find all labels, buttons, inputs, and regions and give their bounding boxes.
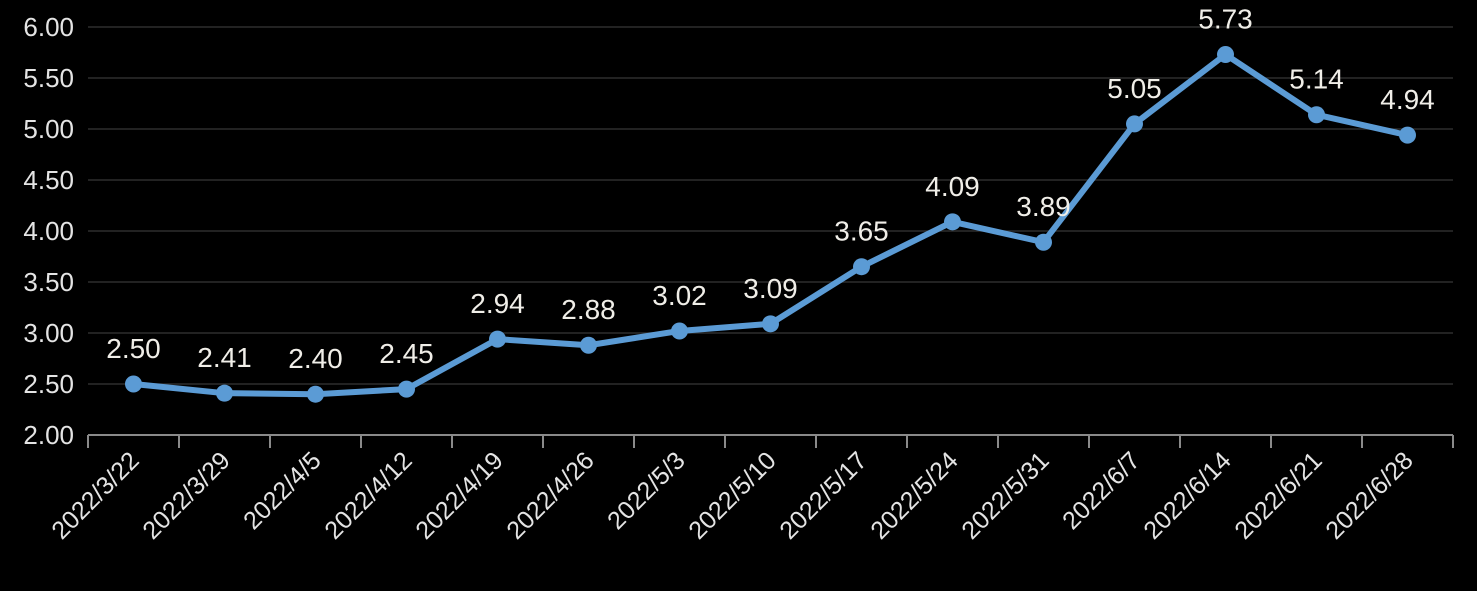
data-point-marker — [671, 322, 688, 340]
y-axis-labels-group: 2.00 2.50 3.00 3.50 4.00 4.50 5.00 5.50 6.00 — [23, 12, 74, 450]
data-point-marker — [1399, 126, 1416, 144]
data-point-marker — [580, 336, 597, 354]
data-point-label: 2.88 — [561, 294, 616, 325]
x-tick-label: 2022/5/31 — [956, 446, 1054, 544]
x-tick-label: 2022/4/5 — [238, 446, 327, 535]
data-point-label: 3.09 — [743, 273, 798, 304]
markers-group — [125, 46, 1416, 403]
data-point-marker — [944, 213, 961, 231]
x-tick-label: 2022/5/24 — [865, 446, 964, 545]
y-tick-label: 4.50 — [23, 165, 74, 195]
x-axis-group — [87, 434, 1454, 448]
data-point-marker — [216, 384, 233, 402]
data-point-label: 3.65 — [834, 216, 889, 247]
x-tick-label: 2022/6/21 — [1229, 446, 1327, 544]
data-point-marker — [1308, 106, 1325, 124]
x-tick-label: 2022/6/28 — [1320, 446, 1418, 544]
x-tick-label: 2022/5/17 — [774, 446, 872, 544]
data-point-label: 4.09 — [925, 171, 980, 202]
x-tick-label: 2022/5/3 — [602, 446, 691, 535]
data-point-label: 4.94 — [1380, 84, 1435, 115]
x-tick-label: 2022/4/12 — [319, 446, 417, 544]
data-point-label: 3.02 — [652, 280, 707, 311]
data-point-label: 5.14 — [1289, 64, 1344, 95]
data-point-label: 5.73 — [1198, 4, 1253, 35]
x-tick-label: 2022/5/10 — [683, 446, 781, 544]
y-tick-label: 2.50 — [23, 369, 74, 399]
x-tick-label: 2022/4/19 — [410, 446, 508, 544]
y-tick-label: 2.00 — [23, 420, 74, 450]
data-point-marker — [1217, 46, 1234, 64]
data-point-label: 2.45 — [379, 338, 434, 369]
gridlines-group — [88, 26, 1453, 385]
data-point-label: 2.50 — [106, 333, 161, 364]
y-tick-label: 3.50 — [23, 267, 74, 297]
data-point-label: 5.05 — [1107, 73, 1162, 104]
data-point-marker — [489, 330, 506, 348]
y-tick-label: 3.00 — [23, 318, 74, 348]
data-point-marker — [125, 375, 142, 393]
data-point-label: 3.89 — [1016, 191, 1071, 222]
data-point-marker — [1126, 115, 1143, 133]
y-tick-label: 4.00 — [23, 216, 74, 246]
y-tick-label: 5.00 — [23, 114, 74, 144]
x-tick-label: 2022/6/7 — [1057, 446, 1146, 535]
x-tick-label: 2022/3/22 — [46, 446, 144, 544]
y-tick-label: 5.50 — [23, 63, 74, 93]
data-labels-group: 2.50 2.41 2.40 2.45 2.94 2.88 3.02 3.09 3.65 4.09… — [106, 4, 1435, 375]
data-point-label: 2.40 — [288, 343, 343, 374]
data-point-marker — [307, 385, 324, 403]
y-tick-label: 6.00 — [23, 12, 74, 42]
data-point-label: 2.94 — [470, 288, 525, 319]
data-point-marker — [853, 258, 870, 276]
data-point-marker — [762, 315, 779, 333]
x-tick-label: 2022/3/29 — [137, 446, 235, 544]
data-point-marker — [398, 380, 415, 398]
data-point-label: 2.41 — [197, 342, 252, 373]
data-point-marker — [1035, 233, 1052, 251]
x-tick-label: 2022/4/26 — [501, 446, 599, 544]
x-tick-label: 2022/6/14 — [1138, 446, 1237, 545]
